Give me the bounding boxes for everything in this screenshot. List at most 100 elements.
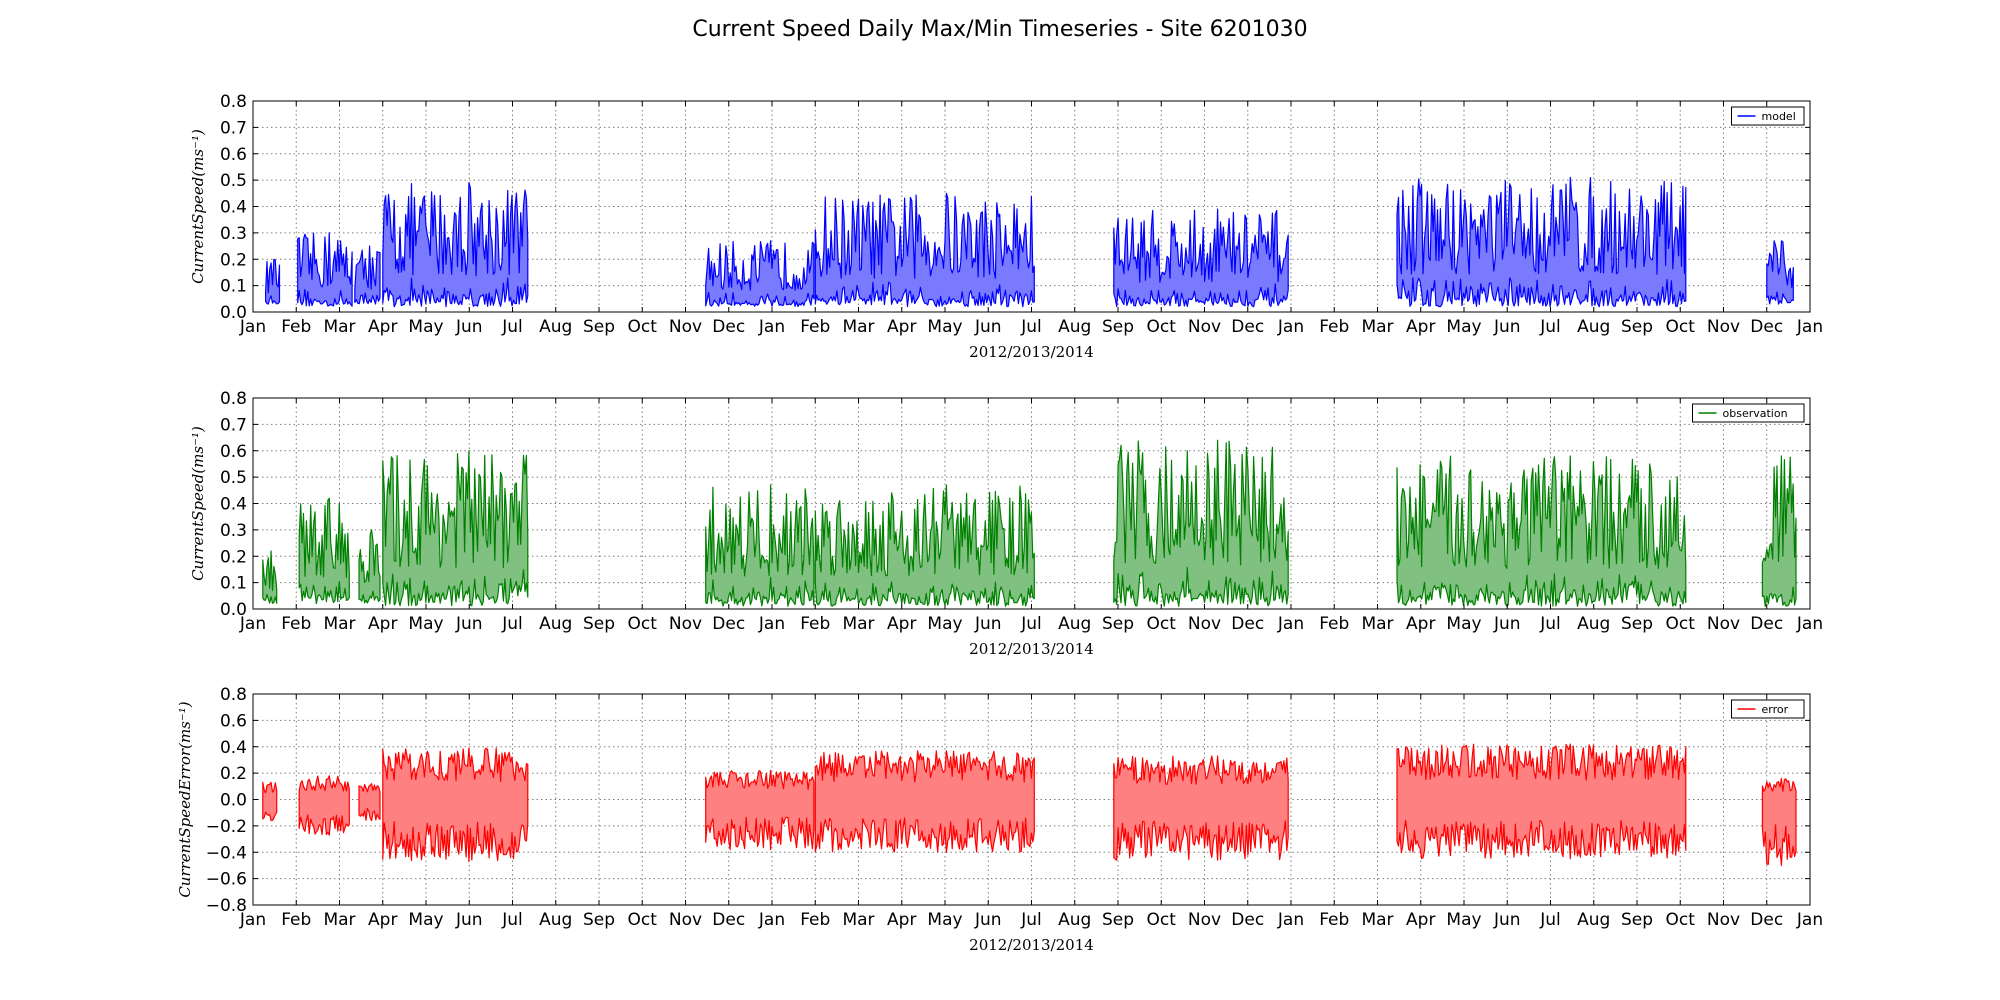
observation-series xyxy=(262,439,1797,608)
x-tick-label: Aug xyxy=(1577,910,1610,930)
x-tick-label: Jun xyxy=(1493,317,1521,337)
y-axis: 0.0 0.1 0.2 0.3 0.4 0.5 0.6 0.7 0.8 xyxy=(220,92,1810,323)
model-series xyxy=(265,176,1794,308)
y-tick-label: 0.8 xyxy=(220,92,247,112)
observation-segment xyxy=(262,550,278,604)
x-tick-label: May xyxy=(408,614,443,634)
x-tick-label: Apr xyxy=(887,317,916,337)
x-tick-label: Jul xyxy=(1020,317,1042,337)
error-segment xyxy=(814,750,1035,853)
y-axis-label: CurrentSpeedError(ms⁻¹) xyxy=(176,701,194,897)
x-tick-label: May xyxy=(1446,614,1481,634)
x-tick-label: Feb xyxy=(281,614,311,634)
x-tick-label: Aug xyxy=(1577,614,1610,634)
y-tick-label: −0.4 xyxy=(206,843,247,863)
x-tick-label: Nov xyxy=(1707,317,1740,337)
x-tick-label: Sep xyxy=(1102,317,1134,337)
x-tick-label: Nov xyxy=(669,910,702,930)
y-axis-label: CurrentSpeed(ms⁻¹) xyxy=(189,426,207,581)
x-axis-label: 2012/2013/2014 xyxy=(969,640,1094,658)
x-tick-label: Apr xyxy=(368,317,397,337)
x-tick-label: Mar xyxy=(1361,910,1393,930)
x-tick-label: Feb xyxy=(800,910,830,930)
error-segment xyxy=(1761,777,1797,867)
y-tick-label: 0.5 xyxy=(220,171,247,191)
legend-label: observation xyxy=(1723,407,1788,420)
x-tick-label: Oct xyxy=(628,614,658,634)
y-axis: −0.8 −0.6 −0.4 −0.2 0.0 0.2 0.4 0.6 0.8 xyxy=(206,685,1810,916)
x-tick-label: Jul xyxy=(501,317,523,337)
x-tick-label: Mar xyxy=(323,614,355,634)
observation-segment xyxy=(358,529,381,604)
x-tick-label: Apr xyxy=(1406,614,1435,634)
x-tick-label: Aug xyxy=(1058,614,1091,634)
y-tick-label: 0.8 xyxy=(220,389,247,409)
y-tick-label: 0.1 xyxy=(220,277,247,297)
x-tick-label: Jul xyxy=(1020,910,1042,930)
legend-box xyxy=(1731,699,1805,719)
x-tick-label: Feb xyxy=(800,614,830,634)
y-tick-label: 0.7 xyxy=(220,118,247,138)
x-tick-label: Jan xyxy=(758,910,785,930)
x-tick-label: Jun xyxy=(974,910,1002,930)
x-tick-label: Jan xyxy=(239,614,266,634)
x-tick-label: Apr xyxy=(368,614,397,634)
x-tick-label: Mar xyxy=(842,317,874,337)
x-tick-label: Feb xyxy=(1319,317,1349,337)
x-tick-label: Dec xyxy=(1231,910,1264,930)
y-tick-label: 0.5 xyxy=(220,468,247,488)
x-tick-label: Jan xyxy=(239,910,266,930)
x-tick-label: Jun xyxy=(1493,614,1521,634)
x-tick-label: Aug xyxy=(1058,317,1091,337)
y-tick-label: 0.4 xyxy=(220,495,247,515)
x-tick-label: Aug xyxy=(539,614,572,634)
y-axis-label: CurrentSpeed(ms⁻¹) xyxy=(189,129,207,284)
y-tick-label: 0.0 xyxy=(220,600,247,620)
x-tick-label: Sep xyxy=(1102,614,1134,634)
x-tick-label: Sep xyxy=(1621,614,1653,634)
x-tick-label: Oct xyxy=(1147,317,1177,337)
legend-label: model xyxy=(1762,110,1796,123)
model-segment xyxy=(265,258,281,305)
y-tick-label: 0.3 xyxy=(220,224,247,244)
error-segment xyxy=(298,775,350,836)
x-tick-label: Sep xyxy=(1621,317,1653,337)
x-tick-label: Dec xyxy=(712,910,745,930)
model-panel: Jan Feb Mar Apr May Jun Jul Aug Sep Oct Nov Dec Jan F… xyxy=(189,92,1823,361)
model-segment xyxy=(1766,240,1794,305)
observation-segment xyxy=(814,484,1035,607)
y-tick-label: 0.6 xyxy=(220,711,247,731)
y-tick-label: 0.2 xyxy=(220,547,247,567)
x-tick-label: Dec xyxy=(1231,317,1264,337)
y-tick-label: 0.2 xyxy=(220,250,247,270)
x-tick-label: Mar xyxy=(842,614,874,634)
x-tick-label: Aug xyxy=(539,317,572,337)
error-panel: Jan Feb Mar Apr May Jun Jul Aug Sep Oct Nov Dec Jan F… xyxy=(176,685,1823,954)
figure-title: Current Speed Daily Max/Min Timeseries -… xyxy=(692,17,1307,42)
x-tick-label: Sep xyxy=(583,910,615,930)
x-axis: Jan Feb Mar Apr May Jun Jul Aug Sep Oct Nov Dec Jan F… xyxy=(239,101,1823,337)
x-tick-label: Jun xyxy=(974,317,1002,337)
x-tick-label: Nov xyxy=(669,614,702,634)
x-tick-label: Nov xyxy=(1188,910,1221,930)
legend: model xyxy=(1731,106,1805,126)
error-segment xyxy=(358,783,381,822)
y-axis: 0.0 0.1 0.2 0.3 0.4 0.5 0.6 0.7 0.8 xyxy=(220,389,1810,620)
legend-box xyxy=(1731,106,1805,126)
observation-segment xyxy=(298,497,350,605)
x-tick-label: Jun xyxy=(455,614,483,634)
x-tick-label: Oct xyxy=(1147,910,1177,930)
x-tick-label: Jan xyxy=(1796,614,1823,634)
x-tick-label: Nov xyxy=(1707,910,1740,930)
y-tick-label: 0.0 xyxy=(220,791,247,811)
x-tick-label: Nov xyxy=(1707,614,1740,634)
x-tick-label: Dec xyxy=(1231,614,1264,634)
x-tick-label: Oct xyxy=(1666,910,1696,930)
error-segment xyxy=(705,769,815,851)
observation-segment xyxy=(705,484,815,607)
x-tick-label: Feb xyxy=(1319,910,1349,930)
legend: observation xyxy=(1692,403,1805,423)
x-tick-label: Feb xyxy=(800,317,830,337)
x-tick-label: Apr xyxy=(887,910,916,930)
x-tick-label: Feb xyxy=(1319,614,1349,634)
